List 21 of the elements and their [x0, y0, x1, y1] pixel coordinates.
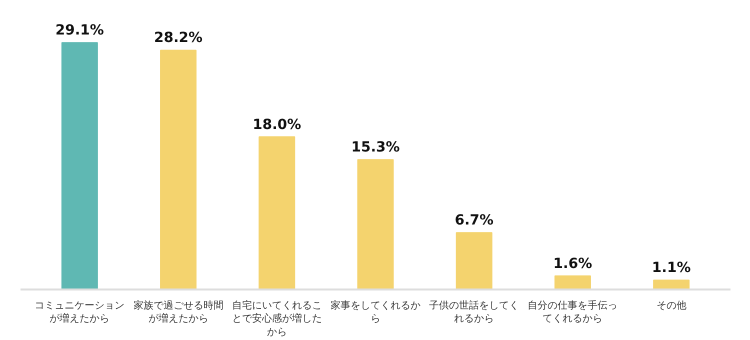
data-label: 15.3% — [351, 140, 400, 156]
data-label: 1.1% — [652, 260, 691, 276]
bar — [160, 50, 197, 290]
bar — [258, 136, 296, 290]
bar — [61, 42, 98, 290]
bar — [554, 275, 591, 290]
data-label: 29.1% — [55, 22, 104, 39]
data-label: 18.0% — [252, 116, 302, 133]
x-tick-label: 家族で過ごせる時間が増えたから — [133, 300, 224, 325]
data-label: 28.2% — [154, 30, 203, 46]
data-label: 6.7% — [454, 212, 494, 229]
x-tick-label: 子供の世話をしてくれるから — [429, 300, 520, 325]
x-tick-label: 家事をしてくれるから — [330, 300, 420, 325]
x-tick-label: コミュニケーションが増えたから — [34, 300, 125, 325]
x-tick-label: 自分の仕事を手伝ってくれるから — [528, 300, 618, 325]
bar — [456, 232, 492, 290]
data-label: 1.6% — [553, 256, 592, 272]
x-tick-label: 自宅にいてくれることで安心感が増したから — [232, 300, 322, 338]
bar — [357, 159, 394, 290]
bar — [653, 280, 690, 290]
x-tick-label: その他 — [656, 300, 686, 312]
